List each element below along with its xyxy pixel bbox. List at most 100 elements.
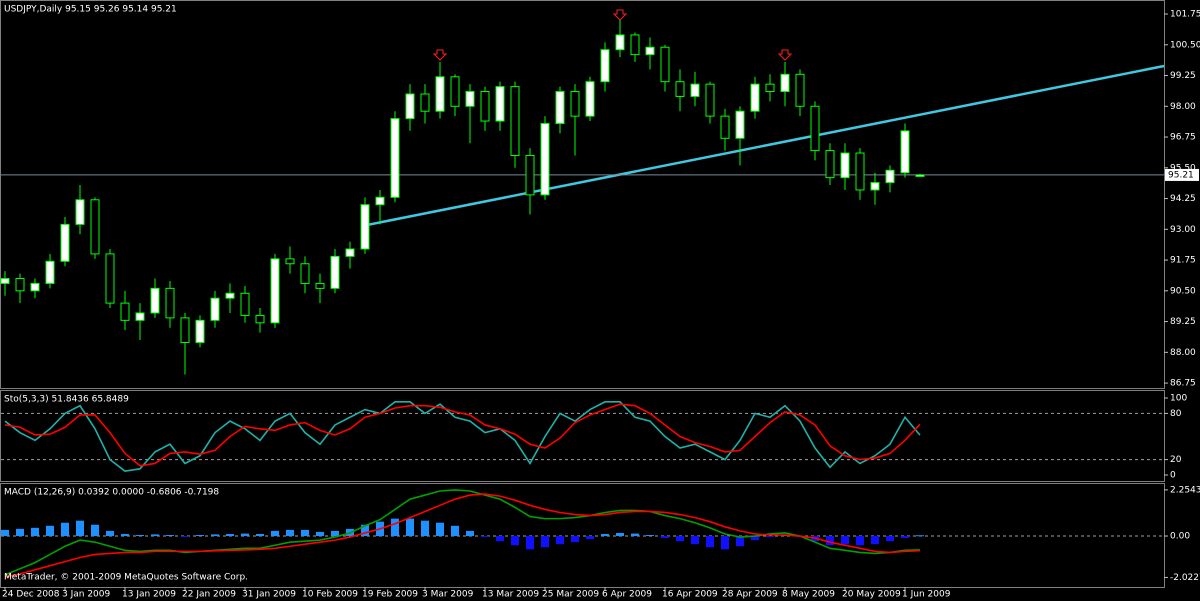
x-tick-label: 19 Feb 2009 bbox=[362, 590, 418, 600]
candle-body bbox=[720, 115, 730, 139]
histogram-bar bbox=[436, 522, 444, 537]
candle-body bbox=[435, 76, 445, 112]
x-tick-label: 1 Jun 2009 bbox=[902, 590, 951, 600]
candle-body bbox=[780, 73, 790, 93]
candle-body bbox=[120, 302, 130, 321]
histogram-bar bbox=[496, 536, 504, 542]
candle-body bbox=[105, 253, 115, 304]
candle-body bbox=[540, 123, 550, 196]
histogram-bar bbox=[241, 533, 249, 537]
y-tick-label: -2.0227 bbox=[1170, 573, 1200, 583]
candle-body bbox=[615, 34, 625, 51]
candle-body bbox=[60, 223, 70, 262]
x-tick-label: 16 Apr 2009 bbox=[662, 590, 718, 600]
histogram-bar bbox=[736, 536, 744, 547]
candle-body bbox=[255, 314, 265, 324]
histogram-bar bbox=[136, 535, 144, 537]
candle-body bbox=[420, 93, 430, 112]
x-tick-label: 31 Jan 2009 bbox=[242, 590, 296, 600]
y-tick-label: 99.25 bbox=[1170, 71, 1196, 81]
y-tick-label: 90.50 bbox=[1170, 286, 1196, 296]
candle-body bbox=[330, 255, 340, 289]
y-tick-label: 100.50 bbox=[1170, 40, 1200, 50]
candle-body bbox=[450, 76, 460, 107]
histogram-bar bbox=[316, 531, 324, 537]
candle-body bbox=[915, 174, 925, 177]
histogram-bar bbox=[586, 536, 594, 540]
candle-body bbox=[345, 248, 355, 257]
histogram-bar bbox=[286, 529, 294, 537]
x-tick-label: 24 Dec 2008 bbox=[2, 590, 60, 600]
y-tick-label: 93.00 bbox=[1170, 225, 1196, 235]
candle-body bbox=[165, 287, 175, 319]
candle-body bbox=[15, 278, 25, 292]
last-price-label: 95.21 bbox=[1168, 170, 1194, 180]
histogram-bar bbox=[181, 536, 189, 538]
candle-body bbox=[810, 105, 820, 152]
candle-body bbox=[150, 287, 160, 314]
candle-body bbox=[465, 91, 475, 107]
histogram-bar bbox=[541, 536, 549, 548]
histogram-bar bbox=[31, 527, 39, 537]
x-tick-label: 13 Mar 2009 bbox=[482, 590, 539, 600]
y-tick-label: 86.75 bbox=[1170, 379, 1196, 389]
stochastic-panel-frame bbox=[0, 390, 1165, 482]
histogram-bar bbox=[1, 529, 9, 537]
candle-body bbox=[210, 297, 220, 321]
histogram-bar bbox=[301, 529, 309, 537]
x-tick-label: 20 May 2009 bbox=[842, 590, 901, 600]
histogram-bar bbox=[901, 536, 909, 539]
candle-body bbox=[495, 86, 505, 122]
y-tick-label: 95.50 bbox=[1170, 163, 1196, 173]
histogram-bar bbox=[271, 530, 279, 537]
y-tick-label: 100 bbox=[1170, 394, 1187, 404]
x-tick-label: 13 Jan 2009 bbox=[122, 590, 176, 600]
x-tick-label: 22 Jan 2009 bbox=[182, 590, 236, 600]
candle-body bbox=[90, 199, 100, 255]
candle-body bbox=[885, 169, 895, 184]
candle-body bbox=[705, 83, 715, 117]
candle-body bbox=[825, 150, 835, 179]
histogram-bar bbox=[121, 533, 129, 537]
candle-body bbox=[765, 83, 775, 93]
y-tick-label: 101.75 bbox=[1170, 10, 1200, 20]
histogram-bar bbox=[601, 533, 609, 537]
candle-body bbox=[480, 91, 490, 122]
y-tick-label: 88.00 bbox=[1170, 348, 1196, 358]
histogram-bar bbox=[166, 535, 174, 537]
fractal-arrows bbox=[432, 9, 793, 61]
candle-body bbox=[630, 34, 640, 56]
histogram-bar bbox=[76, 520, 84, 537]
indicator-line bbox=[4, 403, 921, 467]
candle-body bbox=[390, 118, 400, 198]
candle-body bbox=[75, 199, 85, 225]
candle-body bbox=[645, 46, 655, 56]
histogram-bar bbox=[766, 536, 774, 538]
histogram-bar bbox=[211, 534, 219, 537]
candle-body bbox=[270, 258, 280, 324]
candle-body bbox=[315, 282, 325, 289]
histogram-bar bbox=[871, 536, 879, 545]
y-tick-label: 96.75 bbox=[1170, 133, 1196, 143]
candle-body bbox=[405, 93, 415, 120]
candle-body bbox=[900, 130, 910, 174]
histogram-bar bbox=[526, 536, 534, 550]
candles bbox=[0, 20, 1164, 375]
fractal-arrow bbox=[777, 49, 793, 61]
candle-body bbox=[285, 258, 295, 265]
histogram-bar bbox=[841, 536, 849, 545]
histogram-bar bbox=[61, 522, 69, 537]
x-tick-label: 25 Mar 2009 bbox=[542, 590, 599, 600]
x-tick-label: 3 Mar 2009 bbox=[422, 590, 474, 600]
candle-body bbox=[585, 81, 595, 117]
y-tick-label: 98.00 bbox=[1170, 102, 1196, 112]
y-tick-label: 2.2543 bbox=[1170, 485, 1200, 495]
candle-body bbox=[600, 49, 610, 83]
histogram-bar bbox=[106, 530, 114, 537]
stochastic-title: Sto(5,3,3) 51.8436 65.8489 bbox=[4, 395, 129, 405]
histogram-bar bbox=[616, 532, 624, 537]
histogram-bar bbox=[856, 536, 864, 546]
